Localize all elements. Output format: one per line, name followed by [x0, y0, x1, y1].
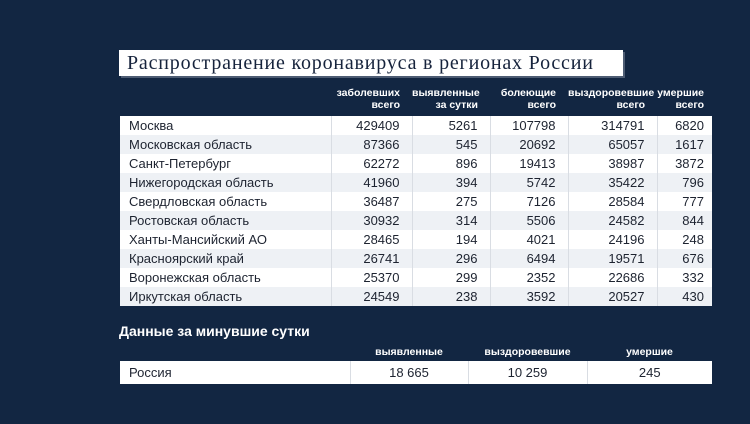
column-header-recovered-total: выздоровевшие всего — [568, 86, 655, 112]
value-cell: 4021 — [489, 230, 568, 249]
value-cell: 28584 — [567, 192, 657, 211]
value-cell: 429409 — [330, 116, 412, 135]
regions-table-header: заболевших всего выявленные за сутки бол… — [120, 84, 712, 116]
value-cell: 796 — [656, 173, 712, 192]
value-cell: 194 — [411, 230, 490, 249]
value-cell: 238 — [411, 287, 490, 306]
table-row: Ханты-Мансийский АО 28465 194 4021 24196… — [120, 230, 712, 249]
value-cell: 24549 — [330, 287, 412, 306]
value-cell: 896 — [411, 154, 490, 173]
value-cell: 314 — [411, 211, 490, 230]
value-cell: 22686 — [567, 268, 657, 287]
table-row: Нижегородская область 41960 394 5742 354… — [120, 173, 712, 192]
regions-table: заболевших всего выявленные за сутки бол… — [120, 84, 712, 306]
value-cell: 41960 — [330, 173, 412, 192]
value-cell: 2352 — [489, 268, 568, 287]
table-row: Россия 18 665 10 259 245 — [120, 361, 712, 384]
column-header-detected: выявленные — [375, 346, 443, 358]
column-header-infected-total: заболевших всего — [336, 86, 400, 112]
value-cell: 28465 — [330, 230, 412, 249]
region-name-cell: Россия — [120, 361, 350, 384]
table-row: Красноярский край 26741 296 6494 19571 6… — [120, 249, 712, 268]
value-cell: 430 — [656, 287, 712, 306]
column-header-region — [120, 84, 331, 116]
value-cell: 25370 — [330, 268, 412, 287]
region-name-cell: Москва — [120, 116, 331, 135]
table-row: Ростовская область 30932 314 5506 24582 … — [120, 211, 712, 230]
column-header-region — [120, 342, 350, 361]
value-cell: 38987 — [567, 154, 657, 173]
value-cell: 545 — [411, 135, 490, 154]
value-cell: 26741 — [330, 249, 412, 268]
value-cell: 676 — [656, 249, 712, 268]
value-cell: 296 — [411, 249, 490, 268]
value-cell: 1617 — [656, 135, 712, 154]
value-cell: 107798 — [489, 116, 568, 135]
region-name-cell: Ханты-Мансийский АО — [120, 230, 331, 249]
region-name-cell: Ростовская область — [120, 211, 331, 230]
value-cell: 5742 — [489, 173, 568, 192]
value-cell: 24196 — [567, 230, 657, 249]
value-cell: 3872 — [656, 154, 712, 173]
column-header-died: умершие — [626, 346, 673, 358]
value-cell: 275 — [411, 192, 490, 211]
value-cell: 24582 — [567, 211, 657, 230]
value-cell: 248 — [656, 230, 712, 249]
value-cell: 36487 — [330, 192, 412, 211]
daily-table: выявленные выздоровевшие умершие Россия … — [120, 342, 712, 384]
column-header-sick-total: болеющие всего — [500, 86, 556, 112]
value-cell: 35422 — [567, 173, 657, 192]
value-cell: 65057 — [567, 135, 657, 154]
daily-table-header: выявленные выздоровевшие умершие — [120, 342, 712, 361]
page-title: Распространение коронавируса в регионах … — [119, 50, 623, 76]
table-row: Санкт-Петербург 62272 896 19413 38987 38… — [120, 154, 712, 173]
value-cell: 299 — [411, 268, 490, 287]
value-cell: 394 — [411, 173, 490, 192]
column-header-died-total: умершие всего — [657, 86, 704, 112]
value-cell: 777 — [656, 192, 712, 211]
table-row: Воронежская область 25370 299 2352 22686… — [120, 268, 712, 287]
value-cell: 314791 — [567, 116, 657, 135]
page-title-text: Распространение коронавируса в регионах … — [127, 52, 594, 74]
region-name-cell: Воронежская область — [120, 268, 331, 287]
value-cell: 19413 — [489, 154, 568, 173]
value-cell: 6494 — [489, 249, 568, 268]
value-cell: 844 — [656, 211, 712, 230]
value-cell: 245 — [586, 361, 712, 384]
value-cell: 7126 — [489, 192, 568, 211]
value-cell: 3592 — [489, 287, 568, 306]
value-cell: 332 — [656, 268, 712, 287]
value-cell: 62272 — [330, 154, 412, 173]
region-name-cell: Свердловская область — [120, 192, 331, 211]
value-cell: 20692 — [489, 135, 568, 154]
table-row: Москва 429409 5261 107798 314791 6820 — [120, 116, 712, 135]
daily-section-label: Данные за минувшие сутки — [119, 323, 310, 339]
value-cell: 6820 — [656, 116, 712, 135]
region-name-cell: Нижегородская область — [120, 173, 331, 192]
column-header-detected-daily: выявленные за сутки — [412, 86, 480, 112]
table-row: Московская область 87366 545 20692 65057… — [120, 135, 712, 154]
table-row: Свердловская область 36487 275 7126 2858… — [120, 192, 712, 211]
value-cell: 87366 — [330, 135, 412, 154]
region-name-cell: Красноярский край — [120, 249, 331, 268]
table-row: Иркутская область 24549 238 3592 20527 4… — [120, 287, 712, 306]
region-name-cell: Иркутская область — [120, 287, 331, 306]
region-name-cell: Московская область — [120, 135, 331, 154]
value-cell: 18 665 — [349, 361, 468, 384]
region-name-cell: Санкт-Петербург — [120, 154, 331, 173]
value-cell: 5261 — [411, 116, 490, 135]
value-cell: 5506 — [489, 211, 568, 230]
column-header-recovered: выздоровевшие — [484, 346, 571, 358]
value-cell: 10 259 — [467, 361, 587, 384]
value-cell: 20527 — [567, 287, 657, 306]
value-cell: 19571 — [567, 249, 657, 268]
value-cell: 30932 — [330, 211, 412, 230]
